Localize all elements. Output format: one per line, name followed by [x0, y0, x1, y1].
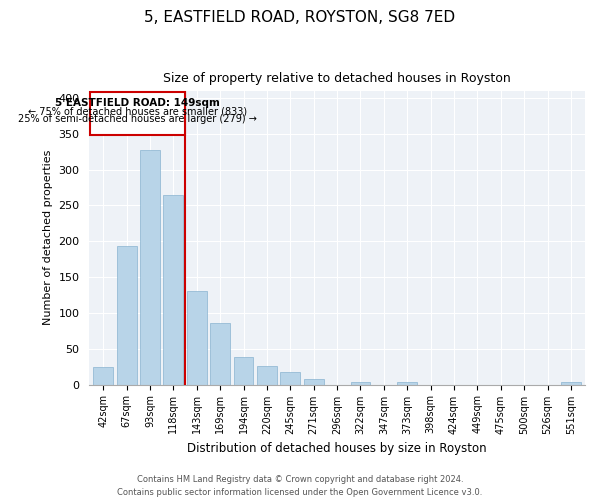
Bar: [257, 366, 277, 384]
Bar: [116, 246, 137, 384]
Text: Contains HM Land Registry data © Crown copyright and database right 2024.
Contai: Contains HM Land Registry data © Crown c…: [118, 475, 482, 497]
X-axis label: Distribution of detached houses by size in Royston: Distribution of detached houses by size …: [187, 442, 487, 455]
Text: 5, EASTFIELD ROAD, ROYSTON, SG8 7ED: 5, EASTFIELD ROAD, ROYSTON, SG8 7ED: [145, 10, 455, 25]
Bar: [350, 382, 370, 384]
Bar: [93, 366, 113, 384]
Bar: [210, 323, 230, 384]
Bar: [91, 92, 185, 136]
Bar: [187, 292, 206, 384]
Title: Size of property relative to detached houses in Royston: Size of property relative to detached ho…: [163, 72, 511, 86]
Bar: [561, 382, 581, 384]
Bar: [304, 379, 323, 384]
Bar: [163, 194, 183, 384]
Bar: [233, 358, 253, 384]
Bar: [280, 372, 300, 384]
Text: 5 EASTFIELD ROAD: 149sqm: 5 EASTFIELD ROAD: 149sqm: [55, 98, 220, 108]
Text: ← 75% of detached houses are smaller (833): ← 75% of detached houses are smaller (83…: [28, 106, 247, 117]
Bar: [397, 382, 417, 384]
Y-axis label: Number of detached properties: Number of detached properties: [43, 150, 53, 326]
Text: 25% of semi-detached houses are larger (279) →: 25% of semi-detached houses are larger (…: [18, 114, 257, 124]
Bar: [140, 150, 160, 384]
